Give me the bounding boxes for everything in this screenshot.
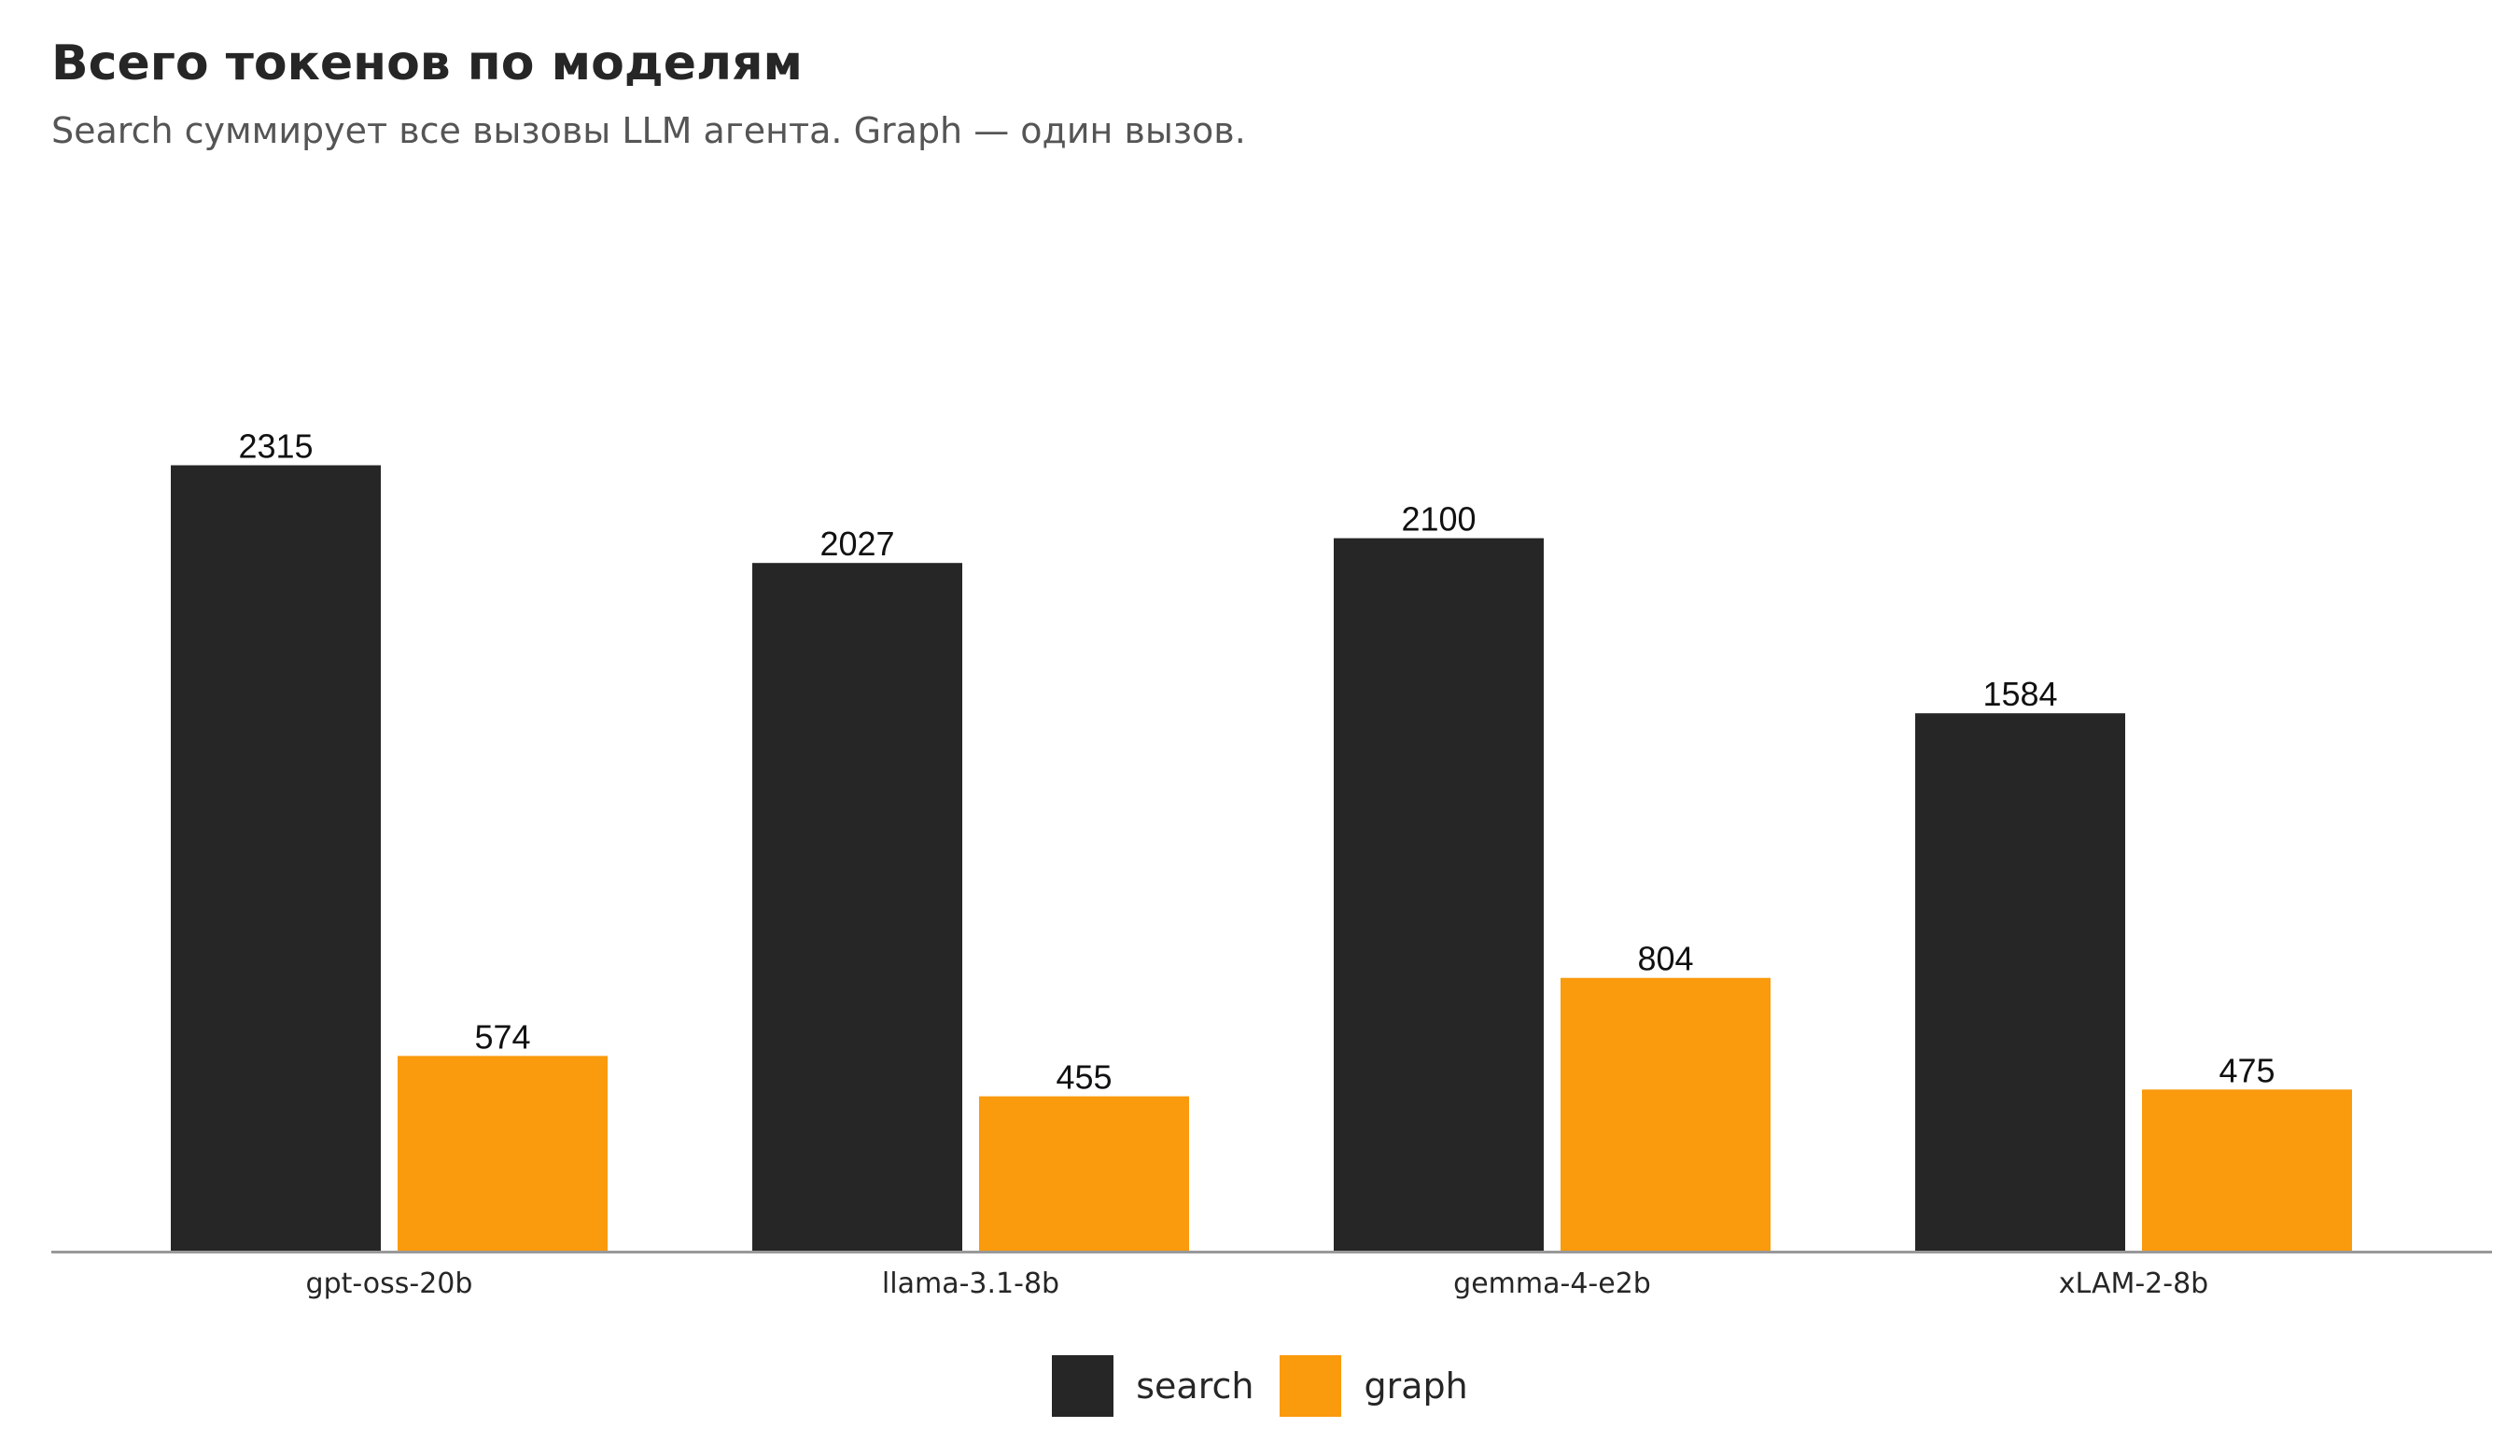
bar-chart: 2315 574 2027 455 2100 804 1584 475 gpt-oss-20b… [51,427,2492,1300]
x-tick-label-gemma-4-e2b: gemma-4-e2b [1453,1267,1651,1300]
x-tick-labels-group: gpt-oss-20b llama-3.1-8b gemma-4-e2b xLAM-2… [306,1267,2209,1300]
legend-label-graph: graph [1364,1365,1468,1407]
bar-graph-gemma-4-e2b [1561,977,1771,1251]
data-label-search-gemma-4-e2b: 2100 [1401,500,1476,539]
data-label-search-gpt-oss-20b: 2315 [238,427,313,465]
data-label-graph-xLAM-2-8b: 475 [2219,1051,2275,1089]
bar-search-gemma-4-e2b [1334,538,1544,1251]
data-label-graph-gemma-4-e2b: 804 [1637,940,1693,978]
legend-item-graph[interactable]: graph [1280,1355,1468,1417]
bar-search-xLAM-2-8b [1915,713,2125,1251]
bar-search-llama-3.1-8b [752,563,962,1251]
bars-group [171,465,2352,1251]
data-label-graph-llama-3.1-8b: 455 [1056,1058,1112,1097]
bar-graph-gpt-oss-20b [398,1056,608,1251]
legend-label-search: search [1136,1365,1254,1407]
data-label-graph-gpt-oss-20b: 574 [474,1017,530,1056]
x-tick-label-gpt-oss-20b: gpt-oss-20b [306,1267,473,1300]
legend: search graph [0,1353,2520,1419]
chart-title: Всего токенов по моделям [51,35,804,91]
data-labels-group: 2315 574 2027 455 2100 804 1584 475 [238,427,2275,1096]
legend-swatch-search [1052,1355,1114,1417]
bar-search-gpt-oss-20b [171,465,381,1251]
data-label-search-xLAM-2-8b: 1584 [1982,675,2057,713]
x-tick-label-llama-3.1-8b: llama-3.1-8b [882,1267,1059,1300]
legend-swatch-graph [1280,1355,1342,1417]
legend-item-search[interactable]: search [1052,1355,1253,1417]
x-tick-label-xLAM-2-8b: xLAM-2-8b [2059,1267,2208,1300]
bar-graph-xLAM-2-8b [2142,1089,2352,1251]
chart-subtitle: Search суммирует все вызовы LLM агента. … [51,110,1246,151]
data-label-search-llama-3.1-8b: 2027 [819,525,894,563]
bar-graph-llama-3.1-8b [979,1096,1189,1251]
